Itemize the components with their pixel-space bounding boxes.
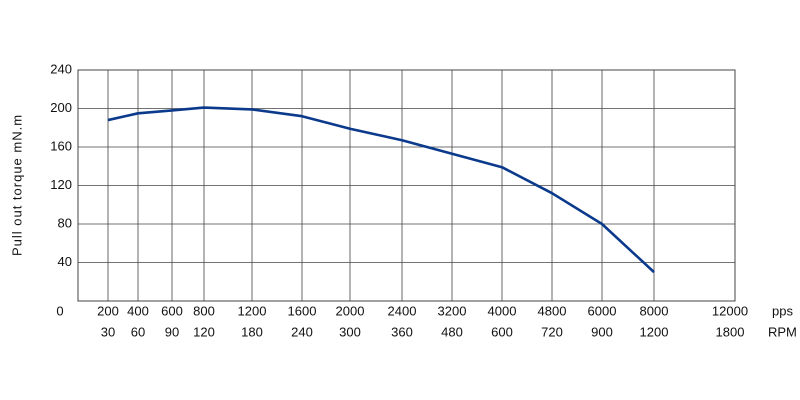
secondary-tick-label: 180 [241,324,263,339]
y-tick-label: 0 [56,303,63,318]
secondary-tick-label: 360 [391,324,413,339]
y-tick-label: 40 [58,254,72,269]
secondary-tick-label: 60 [131,324,145,339]
y-tick-label: 240 [50,61,72,76]
secondary-tick-label: 120 [193,324,215,339]
x-tick-label: 2000 [336,303,365,318]
y-tick-label: 160 [50,138,72,153]
x-tick-label: 800 [193,303,215,318]
x-tick-label: 8000 [640,303,669,318]
secondary-tick-label: 1800 [716,324,745,339]
y-tick-label: 120 [50,177,72,192]
x-tick-label: 1200 [238,303,267,318]
secondary-tick-label: 240 [291,324,313,339]
x-tick-label: 400 [127,303,149,318]
secondary-tick-label: 720 [541,324,563,339]
y-axis-label: Pull out torque mN.m [9,114,24,256]
x-tick-label: 12000 [712,303,748,318]
x-tick-label: 2400 [388,303,417,318]
x-tick-label: 1600 [288,303,317,318]
y-tick-label: 200 [50,100,72,115]
secondary-tick-label: 1200 [640,324,669,339]
data-line [107,106,655,274]
x-tick-label: 3200 [438,303,467,318]
secondary-unit: RPM [768,324,797,339]
secondary-tick-label: 600 [491,324,513,339]
secondary-tick-label: 300 [339,324,361,339]
secondary-tick-label: 30 [101,324,115,339]
y-tick-label: 80 [58,215,72,230]
x-tick-label: 4000 [488,303,517,318]
secondary-tick-label: 480 [441,324,463,339]
x-tick-label: 600 [161,303,183,318]
secondary-tick-label: 900 [591,324,613,339]
x-tick-label: 6000 [588,303,617,318]
secondary-tick-label: 90 [165,324,179,339]
x-tick-label: 4800 [538,303,567,318]
x-unit: pps [772,303,793,318]
x-tick-label: 200 [97,303,119,318]
